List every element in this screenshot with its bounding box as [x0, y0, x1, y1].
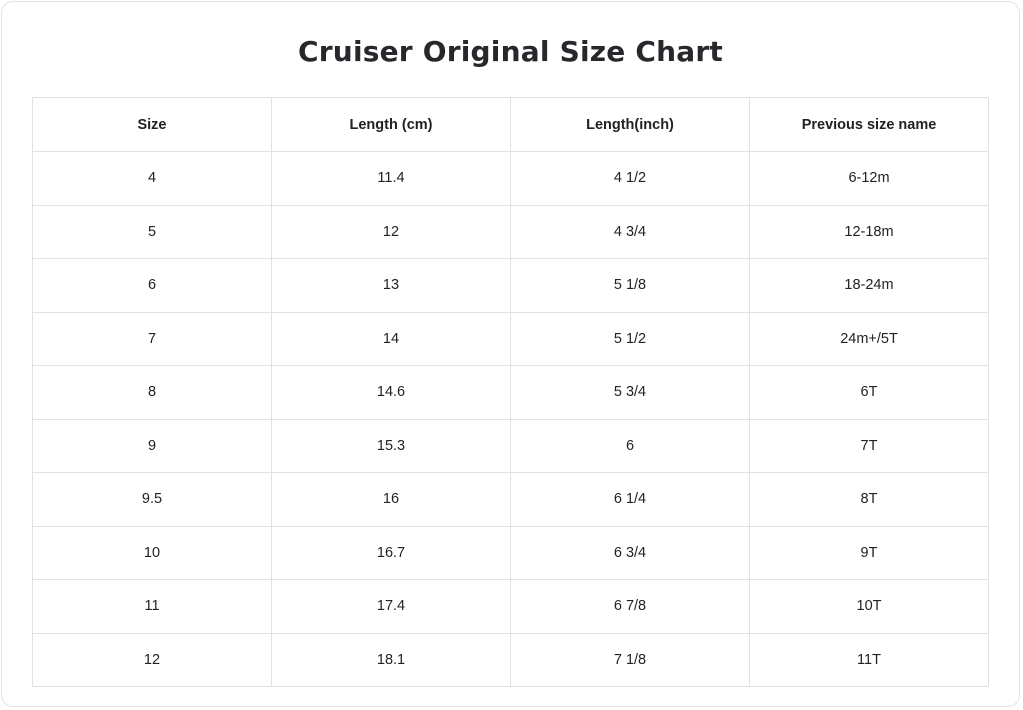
table-cell: 6T [749, 365, 989, 420]
table-cell: 7 1/8 [510, 632, 750, 687]
table-row: 9 15.3 6 7T [32, 418, 989, 473]
table-cell: 18-24m [749, 258, 989, 313]
table-cell: 13 [271, 258, 511, 313]
table-cell: 24m+/5T [749, 311, 989, 366]
column-header: Length (cm) [271, 97, 511, 152]
table-row: 6 13 5 1/8 18-24m [32, 258, 989, 313]
table-body: 4 11.4 4 1/2 6-12m 5 12 4 3/4 12-18m 6 13 5 1/8 18-… [32, 151, 989, 687]
table-cell: 5 1/8 [510, 258, 750, 313]
page-title: Cruiser Original Size Chart [298, 35, 723, 68]
table-cell: 16 [271, 472, 511, 527]
table-head: Size Length (cm) Length(inch) Previous size… [32, 97, 989, 152]
table-cell: 17.4 [271, 579, 511, 634]
table-row: 12 18.1 7 1/8 11T [32, 632, 989, 687]
table-cell: 9T [749, 525, 989, 580]
table-cell: 9 [32, 418, 272, 473]
table-cell: 12 [32, 632, 272, 687]
table-cell: 5 [32, 204, 272, 259]
table-cell: 6-12m [749, 151, 989, 206]
table-cell: 11T [749, 632, 989, 687]
table-cell: 7 [32, 311, 272, 366]
table-cell: 18.1 [271, 632, 511, 687]
table-row: 8 14.6 5 3/4 6T [32, 365, 989, 420]
table-cell: 8 [32, 365, 272, 420]
size-chart-table: Size Length (cm) Length(inch) Previous size… [32, 97, 989, 687]
table-row: 11 17.4 6 7/8 10T [32, 579, 989, 634]
table-cell: 12-18m [749, 204, 989, 259]
table-cell: 11 [32, 579, 272, 634]
table-cell: 14.6 [271, 365, 511, 420]
table-cell: 6 [510, 418, 750, 473]
table-cell: 9.5 [32, 472, 272, 527]
table-cell: 16.7 [271, 525, 511, 580]
table-cell: 11.4 [271, 151, 511, 206]
table-row: 4 11.4 4 1/2 6-12m [32, 151, 989, 206]
table-cell: 6 7/8 [510, 579, 750, 634]
table-row: 7 14 5 1/2 24m+/5T [32, 311, 989, 366]
table-row: 10 16.7 6 3/4 9T [32, 525, 989, 580]
table-cell: 10 [32, 525, 272, 580]
table-cell: 5 3/4 [510, 365, 750, 420]
table-cell: 4 [32, 151, 272, 206]
table-cell: 7T [749, 418, 989, 473]
table-cell: 14 [271, 311, 511, 366]
table-cell: 6 3/4 [510, 525, 750, 580]
table-cell: 5 1/2 [510, 311, 750, 366]
table-cell: 6 1/4 [510, 472, 750, 527]
table-cell: 4 1/2 [510, 151, 750, 206]
table-row: 5 12 4 3/4 12-18m [32, 204, 989, 259]
table-cell: 6 [32, 258, 272, 313]
column-header: Previous size name [749, 97, 989, 152]
table-header-row: Size Length (cm) Length(inch) Previous size… [32, 97, 989, 152]
table-cell: 15.3 [271, 418, 511, 473]
column-header: Length(inch) [510, 97, 750, 152]
table-cell: 12 [271, 204, 511, 259]
table-cell: 8T [749, 472, 989, 527]
table-cell: 10T [749, 579, 989, 634]
table-cell: 4 3/4 [510, 204, 750, 259]
table-row: 9.5 16 6 1/4 8T [32, 472, 989, 527]
column-header: Size [32, 97, 272, 152]
